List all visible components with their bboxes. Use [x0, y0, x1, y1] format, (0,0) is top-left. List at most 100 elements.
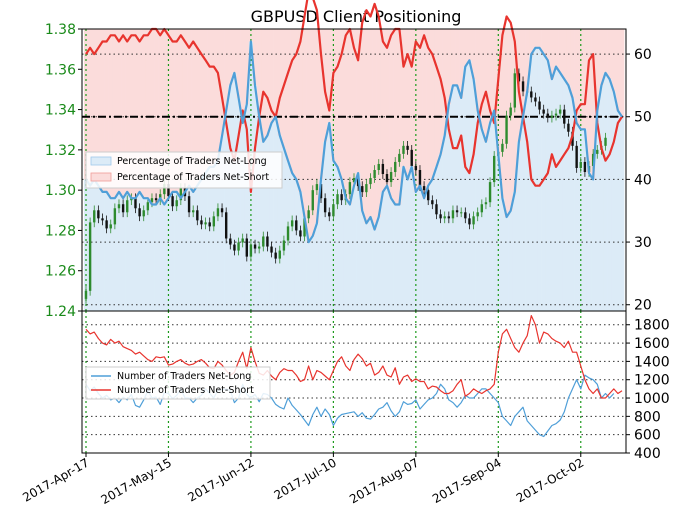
- net-short-fill-bar: [100, 29, 105, 192]
- net-short-fill-bar: [533, 29, 538, 48]
- net-short-fill-bar: [244, 29, 250, 105]
- net-short-fill-bar: [364, 29, 369, 224]
- candle-body: [187, 196, 191, 213]
- candle-body: [212, 216, 216, 227]
- legend-net-short-pct: Percentage of Traders Net-Short: [117, 172, 269, 183]
- candle-body: [542, 109, 545, 114]
- net-short-fill-bar: [368, 29, 373, 217]
- candle-body: [220, 208, 224, 213]
- count-tick-label: 1600: [634, 336, 670, 352]
- candle-body: [476, 212, 479, 217]
- candle-body: [332, 204, 335, 217]
- candle-body: [241, 238, 244, 243]
- candle-body: [381, 163, 385, 175]
- net-long-fill-bar: [384, 185, 390, 311]
- candle-body: [464, 212, 467, 219]
- net-long-fill-bar: [273, 116, 279, 311]
- net-long-fill-bar: [232, 72, 237, 311]
- candle-body: [435, 204, 438, 215]
- net-short-fill-bar: [281, 29, 287, 149]
- net-long-fill-bar: [545, 60, 551, 312]
- net-short-fill-bar: [158, 29, 163, 199]
- net-short-fill-bar: [360, 29, 365, 211]
- candle-body: [439, 214, 442, 219]
- net-short-fill-bar: [401, 29, 406, 167]
- candle-body: [460, 212, 463, 214]
- net-short-fill-bar: [574, 29, 580, 123]
- candle-body: [352, 178, 356, 183]
- net-short-fill-bar: [199, 29, 204, 180]
- net-short-fill-bar: [553, 29, 559, 67]
- net-short-fill-bar: [257, 29, 262, 117]
- candle-body: [385, 174, 389, 183]
- candle-body: [319, 184, 323, 199]
- net-long-fill-bar: [471, 79, 476, 311]
- net-short-fill-bar: [141, 29, 147, 199]
- net-long-fill-bar: [553, 66, 559, 311]
- net-long-fill-bar: [347, 204, 353, 311]
- net-long-fill-bar: [549, 79, 555, 311]
- net-short-fill-bar: [434, 29, 439, 167]
- candle-body: [422, 186, 426, 191]
- candle-body: [237, 242, 240, 251]
- net-short-fill-bar: [446, 29, 452, 105]
- net-short-fill-bar: [182, 29, 188, 192]
- candle-body: [311, 190, 314, 211]
- net-long-fill-bar: [257, 116, 262, 311]
- percent-tick-label: 60: [634, 47, 652, 63]
- legend-count-net-short: Number of Traders Net-Short: [117, 385, 254, 396]
- net-short-fill-bar: [492, 29, 497, 111]
- net-long-fill-bar: [323, 141, 328, 311]
- net-short-fill-bar: [302, 29, 307, 217]
- net-long-fill-bar: [199, 179, 204, 311]
- net-short-fill-bar: [174, 29, 180, 192]
- candle-body: [299, 230, 302, 237]
- net-long-fill-bar: [368, 217, 373, 311]
- net-short-fill-bar: [570, 29, 575, 98]
- net-long-fill-bar: [277, 135, 283, 311]
- net-long-fill-bar: [558, 72, 563, 311]
- net-long-fill-bar: [483, 141, 489, 311]
- net-long-fill-bar: [228, 85, 233, 312]
- candle-body: [204, 222, 207, 225]
- net-long-fill-bar: [516, 141, 522, 311]
- net-short-fill-bar: [294, 29, 299, 180]
- net-short-fill-bar: [277, 29, 283, 136]
- candle-body: [167, 184, 170, 197]
- net-short-fill-bar: [178, 29, 184, 199]
- net-short-fill-bar: [520, 29, 526, 117]
- candle-body: [216, 208, 220, 217]
- price-tick-label: 1.32: [45, 143, 76, 159]
- net-long-fill-bar: [191, 191, 196, 311]
- candle-body: [262, 236, 265, 247]
- candle-body: [563, 109, 566, 124]
- net-short-fill-bar: [549, 29, 555, 80]
- net-long-fill-bar: [141, 198, 147, 311]
- candle-body: [233, 244, 236, 251]
- net-short-fill-bar: [356, 29, 361, 174]
- candle-body: [229, 238, 232, 245]
- candle-body: [249, 244, 253, 257]
- net-short-fill-bar: [166, 29, 171, 199]
- net-short-fill-bar: [236, 29, 241, 98]
- candle-body: [373, 170, 376, 179]
- candle-body: [513, 73, 516, 108]
- net-short-fill-bar: [479, 29, 485, 130]
- net-long-fill-bar: [281, 148, 287, 311]
- net-short-fill-bar: [125, 29, 130, 192]
- net-long-fill-bar: [211, 166, 217, 311]
- net-long-fill-bar: [302, 217, 307, 311]
- net-long-fill-bar: [389, 198, 394, 311]
- net-long-fill-bar: [207, 166, 213, 311]
- candle-body: [117, 204, 121, 209]
- candle-body: [554, 113, 558, 116]
- candle-body: [253, 244, 257, 249]
- net-short-fill-bar: [467, 29, 472, 61]
- net-long-fill-bar: [162, 204, 167, 311]
- net-short-fill-bar: [599, 29, 604, 86]
- net-short-fill-bar: [154, 29, 159, 205]
- net-short-fill-bar: [335, 29, 340, 167]
- trader-count-panel: 400 600 800 1000 1200 1400 1600 1800 Number of …: [81, 310, 670, 462]
